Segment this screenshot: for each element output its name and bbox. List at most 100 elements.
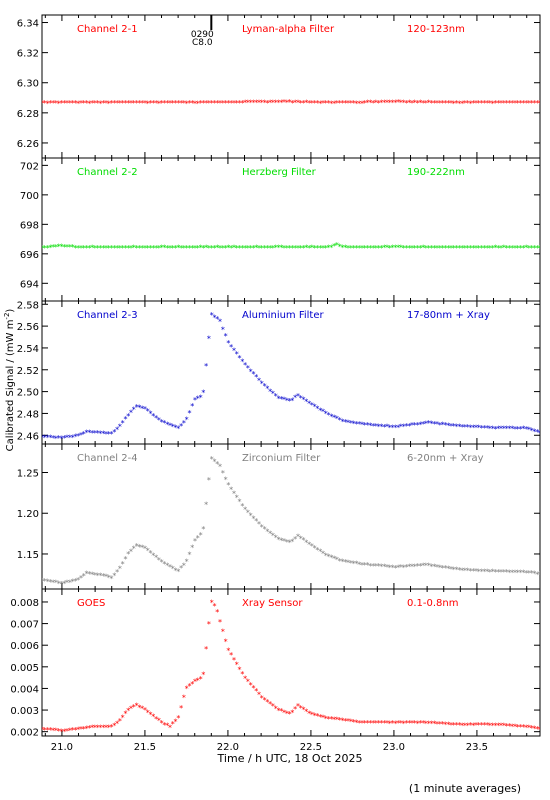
data-point: *	[432, 420, 436, 429]
band-label: 190-222nm	[407, 167, 465, 178]
data-point: *	[505, 244, 509, 253]
data-point: *	[112, 572, 116, 581]
data-point: *	[374, 562, 378, 571]
data-point: *	[282, 395, 286, 404]
data-point: *	[149, 549, 153, 558]
data-point: *	[496, 425, 500, 434]
data-point: *	[377, 99, 381, 108]
data-point: *	[410, 99, 414, 108]
data-point: *	[510, 569, 514, 578]
data-point: *	[368, 99, 372, 108]
data-point: *	[385, 563, 389, 572]
data-point: *	[204, 244, 208, 253]
data-point: *	[204, 99, 208, 108]
data-point: *	[460, 566, 464, 575]
data-point: *	[54, 727, 58, 736]
data-point: *	[466, 244, 470, 253]
data-point: *	[149, 244, 153, 253]
data-point: *	[79, 99, 83, 108]
data-point: *	[76, 432, 80, 441]
data-point: *	[57, 727, 61, 736]
data-point: *	[496, 99, 500, 108]
data-point: *	[315, 546, 319, 555]
data-point: *	[107, 244, 111, 253]
data-point: *	[68, 243, 72, 252]
data-point: *	[410, 244, 414, 253]
data-point: *	[65, 579, 69, 588]
data-point: *	[140, 543, 144, 552]
data-point: *	[112, 721, 116, 730]
data-point: *	[187, 551, 191, 560]
data-point: *	[519, 569, 523, 578]
data-point: *	[404, 422, 408, 431]
data-point: *	[235, 350, 239, 359]
data-point: *	[165, 99, 169, 108]
data-point: *	[210, 99, 214, 108]
data-point: *	[90, 99, 94, 108]
data-point: *	[238, 99, 242, 108]
data-point: *	[190, 99, 194, 108]
panel-frame	[41, 14, 541, 159]
data-point: *	[335, 415, 339, 424]
data-point: *	[87, 570, 91, 579]
data-point: *	[98, 572, 102, 581]
data-point: *	[193, 99, 197, 108]
data-point: *	[427, 719, 431, 728]
data-point: *	[265, 244, 269, 253]
data-point: *	[377, 562, 381, 571]
data-point: *	[477, 721, 481, 730]
data-point: *	[229, 343, 233, 352]
panel-3: 2.46 2.48 2.50 2.52 2.54 2.56 2.58 Channel 2-3 A…	[17, 300, 541, 445]
data-point: *	[221, 325, 225, 334]
data-point: *	[488, 244, 492, 253]
data-point: *	[471, 244, 475, 253]
data-point: *	[363, 719, 367, 728]
data-point: *	[73, 577, 77, 586]
x-tick-labels: 21.0 21.5 22.0 22.5 23.0 23.5	[51, 742, 488, 753]
data-point: *	[221, 244, 225, 253]
data-point: *	[160, 244, 164, 253]
data-point: *	[532, 99, 536, 108]
data-point: *	[471, 423, 475, 432]
y-axis-label-sup: -2	[3, 313, 11, 320]
data-point: *	[407, 562, 411, 571]
data-point: *	[310, 244, 314, 253]
data-point: *	[193, 537, 197, 546]
data-point: *	[416, 562, 420, 571]
data-point: *	[288, 244, 292, 253]
panel-frame	[41, 588, 541, 737]
data-point: *	[257, 690, 261, 699]
data-point: *	[296, 533, 300, 542]
data-point: *	[460, 244, 464, 253]
data-point: *	[121, 560, 125, 569]
data-point: *	[424, 562, 428, 571]
data-point: *	[93, 244, 97, 253]
data-point: *	[293, 244, 297, 253]
data-point: *	[505, 99, 509, 108]
data-point: *	[199, 99, 203, 108]
data-point: *	[62, 434, 66, 443]
data-point: *	[527, 426, 531, 435]
data-point: *	[73, 99, 77, 108]
data-point: *	[46, 99, 50, 108]
data-point: *	[535, 570, 539, 579]
data-point: *	[399, 563, 403, 572]
data-point: *	[480, 568, 484, 577]
data-point: *	[315, 99, 319, 108]
y-tick-label: 0.006	[10, 641, 39, 652]
data-point: *	[468, 567, 472, 576]
data-point: *	[165, 561, 169, 570]
data-point: *	[62, 727, 66, 736]
data-point: *	[112, 428, 116, 437]
data-point: *	[260, 244, 264, 253]
data-point: *	[165, 420, 169, 429]
data-point: *	[82, 244, 86, 253]
data-point: *	[229, 244, 233, 253]
data-point: *	[432, 562, 436, 571]
data-point: *	[157, 556, 161, 565]
data-point: *	[391, 244, 395, 253]
data-point: *	[327, 715, 331, 724]
data-point: *	[396, 244, 400, 253]
data-point: *	[502, 244, 506, 253]
data-point: *	[357, 99, 361, 108]
